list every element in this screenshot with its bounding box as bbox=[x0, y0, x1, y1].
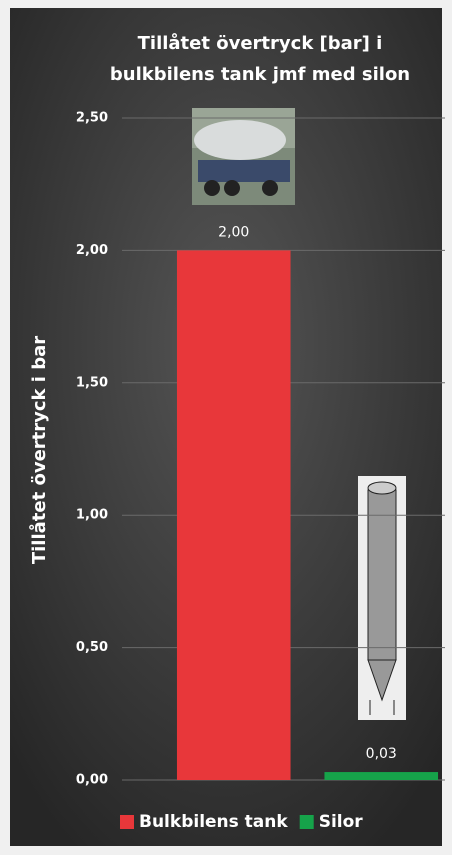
y-tick-label: 0,50 bbox=[76, 640, 108, 655]
legend-label: Silor bbox=[319, 812, 364, 832]
silo-image bbox=[358, 476, 406, 720]
y-axis-label: Tillåtet övertryck i bar bbox=[28, 336, 50, 564]
legend-swatch bbox=[299, 815, 314, 829]
truck-image bbox=[192, 108, 295, 205]
value-label: 2,00 bbox=[218, 224, 249, 240]
bar bbox=[176, 250, 291, 780]
legend-swatch bbox=[120, 815, 134, 829]
y-tick-label: 1,00 bbox=[76, 508, 108, 523]
y-tick-label: 2,00 bbox=[76, 243, 108, 258]
y-tick-label: 1,50 bbox=[76, 375, 108, 390]
chart-title: Tillåtet övertryck [bar] i bulkbilens ta… bbox=[109, 33, 411, 85]
legend-label: Bulkbilens tank bbox=[139, 812, 288, 832]
bar bbox=[324, 772, 439, 780]
y-tick-label: 2,50 bbox=[76, 111, 108, 126]
value-label: 0,03 bbox=[366, 746, 397, 762]
y-tick-label: 0,00 bbox=[76, 773, 108, 788]
